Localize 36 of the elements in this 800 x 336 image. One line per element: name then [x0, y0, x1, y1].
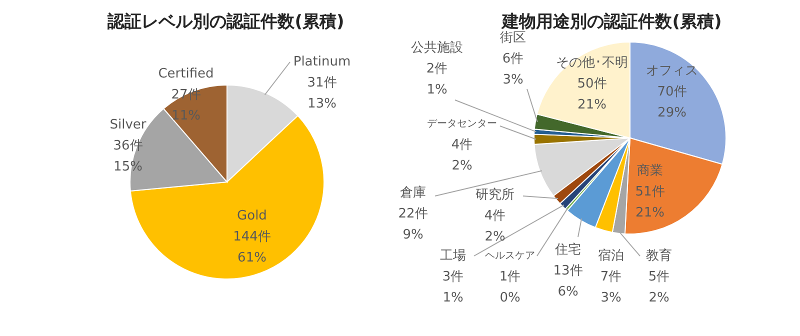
data-label: 4件 2% [451, 138, 473, 174]
data-label: 4件 2% [484, 208, 506, 244]
slice-label: 宿泊 [598, 248, 624, 264]
data-label: 3件 1% [442, 270, 464, 306]
chart-title: 認証レベル別の認証件数(累積) [106, 12, 344, 32]
data-label: 6件 3% [502, 52, 524, 88]
data-label: 1件 0% [499, 270, 521, 306]
data-label: 5件 2% [648, 270, 670, 306]
slice-label: オフィス [646, 64, 698, 78]
slice-label: ヘルスケア [485, 250, 535, 262]
data-label: 70件 29% [657, 84, 687, 120]
data-label: 36件 15% [113, 138, 143, 174]
data-label: 2件 1% [426, 62, 448, 98]
slice-label: 工場 [440, 248, 466, 264]
data-label: 7件 3% [600, 270, 622, 306]
data-label: 51件 21% [635, 184, 665, 220]
data-label: 27件 11% [171, 88, 201, 124]
slice-label: 街区 [500, 30, 526, 46]
slice-label: 住宅 [554, 242, 581, 258]
data-label: 144件 61% [233, 230, 271, 266]
data-label: 13件 6% [553, 264, 583, 300]
data-label: 50件 21% [577, 76, 607, 112]
chart-title: 建物用途別の認証件数(累積) [500, 12, 722, 32]
slice-label: Platinum [293, 54, 351, 70]
slice-label: 商業 [637, 164, 663, 178]
slice-label: Gold [237, 208, 267, 224]
data-label: 22件 9% [398, 206, 428, 242]
slice-label: その他･不明 [556, 56, 628, 70]
slice-label: 研究所 [476, 188, 514, 202]
slice-label: 公共施設 [411, 40, 463, 56]
slice-label: 教育 [646, 248, 672, 264]
slice-label: Silver [110, 118, 147, 132]
slice-label: Certified [158, 66, 214, 82]
data-label: 31件 13% [307, 76, 337, 112]
slice-label: データセンター [427, 118, 497, 130]
slice-label: 倉庫 [400, 184, 426, 200]
